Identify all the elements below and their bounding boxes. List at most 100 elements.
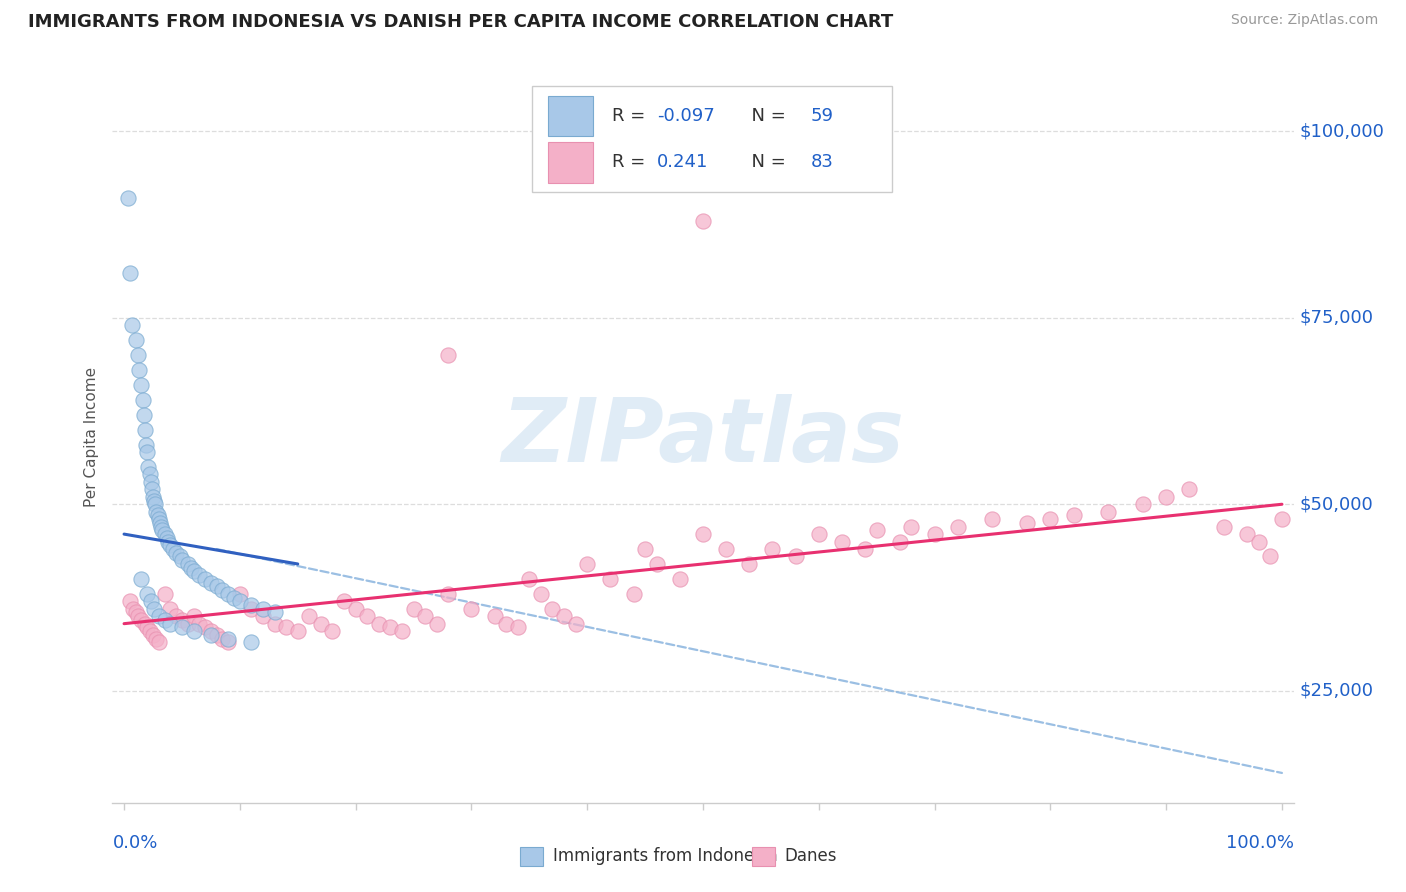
Immigrants from Indonesia	[153, 527, 176, 541]
Danes	[623, 587, 645, 601]
Text: 0.0%: 0.0%	[112, 834, 157, 852]
Immigrants from Indonesia	[131, 377, 153, 392]
Danes	[131, 613, 153, 627]
Danes	[1063, 508, 1085, 523]
Immigrants from Indonesia	[180, 560, 202, 574]
Danes	[276, 620, 298, 634]
Immigrants from Indonesia	[138, 467, 160, 482]
Danes	[148, 635, 170, 649]
Danes	[118, 594, 141, 608]
Danes	[402, 601, 425, 615]
Danes	[124, 606, 146, 620]
Immigrants from Indonesia	[165, 546, 187, 560]
Immigrants from Indonesia	[217, 587, 239, 601]
Immigrants from Indonesia	[263, 606, 285, 620]
Immigrants from Indonesia	[135, 437, 157, 451]
Immigrants from Indonesia	[177, 557, 200, 571]
Immigrants from Indonesia	[150, 519, 173, 533]
Danes	[298, 609, 321, 624]
Danes	[142, 628, 165, 642]
Immigrants from Indonesia	[159, 538, 181, 552]
Danes	[831, 534, 853, 549]
Text: R =: R =	[612, 107, 651, 125]
Danes	[889, 534, 911, 549]
Text: N =: N =	[740, 107, 792, 125]
Danes	[240, 601, 263, 615]
Danes	[553, 609, 575, 624]
Danes	[217, 635, 239, 649]
Immigrants from Indonesia	[141, 483, 163, 497]
Immigrants from Indonesia	[131, 572, 153, 586]
Danes	[981, 512, 1004, 526]
Danes	[1097, 505, 1119, 519]
Danes	[866, 524, 889, 538]
Danes	[356, 609, 378, 624]
Danes	[1132, 497, 1154, 511]
Text: 0.241: 0.241	[657, 153, 709, 171]
Danes	[134, 616, 156, 631]
Danes	[165, 609, 187, 624]
Immigrants from Indonesia	[252, 601, 274, 615]
Text: 83: 83	[810, 153, 834, 171]
Immigrants from Indonesia	[153, 613, 176, 627]
Danes	[344, 601, 367, 615]
Immigrants from Indonesia	[127, 348, 149, 362]
Immigrants from Indonesia	[121, 318, 143, 332]
Danes	[714, 542, 737, 557]
Immigrants from Indonesia	[145, 505, 167, 519]
Danes	[1178, 483, 1201, 497]
Danes	[153, 587, 176, 601]
Danes	[576, 557, 599, 571]
Danes	[634, 542, 657, 557]
Danes	[517, 572, 540, 586]
Immigrants from Indonesia	[136, 445, 159, 459]
Danes	[211, 632, 233, 646]
Immigrants from Indonesia	[200, 575, 222, 590]
Danes	[122, 601, 145, 615]
Danes	[183, 609, 205, 624]
Text: 59: 59	[810, 107, 834, 125]
Danes	[309, 616, 332, 631]
Danes	[484, 609, 506, 624]
Immigrants from Indonesia	[142, 490, 165, 504]
Immigrants from Indonesia	[162, 542, 184, 557]
Immigrants from Indonesia	[146, 508, 169, 523]
Text: $100,000: $100,000	[1299, 122, 1384, 140]
Danes	[287, 624, 309, 639]
Text: $50,000: $50,000	[1299, 495, 1372, 513]
Danes	[263, 616, 285, 631]
Danes	[367, 616, 389, 631]
Danes	[946, 519, 969, 533]
Bar	[548, 95, 593, 136]
Danes	[1236, 527, 1258, 541]
Danes	[1039, 512, 1062, 526]
Immigrants from Indonesia	[188, 568, 211, 582]
Immigrants from Indonesia	[149, 516, 172, 530]
Danes	[853, 542, 876, 557]
Danes	[924, 527, 946, 541]
Immigrants from Indonesia	[139, 475, 162, 489]
Danes	[692, 527, 714, 541]
Immigrants from Indonesia	[148, 512, 170, 526]
Immigrants from Indonesia	[222, 591, 245, 605]
Danes	[413, 609, 436, 624]
Immigrants from Indonesia	[117, 191, 139, 205]
Danes	[1247, 534, 1270, 549]
Danes	[200, 624, 222, 639]
Immigrants from Indonesia	[156, 531, 179, 545]
Danes	[170, 613, 193, 627]
Danes	[692, 213, 714, 227]
Text: ZIPatlas: ZIPatlas	[502, 393, 904, 481]
Danes	[1260, 549, 1282, 564]
Danes	[1154, 490, 1177, 504]
Danes	[136, 620, 159, 634]
Immigrants from Indonesia	[128, 363, 150, 377]
Danes	[138, 624, 160, 639]
Immigrants from Indonesia	[148, 609, 170, 624]
Danes	[177, 616, 200, 631]
Danes	[541, 601, 564, 615]
Danes	[506, 620, 529, 634]
Immigrants from Indonesia	[217, 632, 239, 646]
Text: IMMIGRANTS FROM INDONESIA VS DANISH PER CAPITA INCOME CORRELATION CHART: IMMIGRANTS FROM INDONESIA VS DANISH PER …	[28, 13, 893, 31]
Danes	[205, 628, 228, 642]
